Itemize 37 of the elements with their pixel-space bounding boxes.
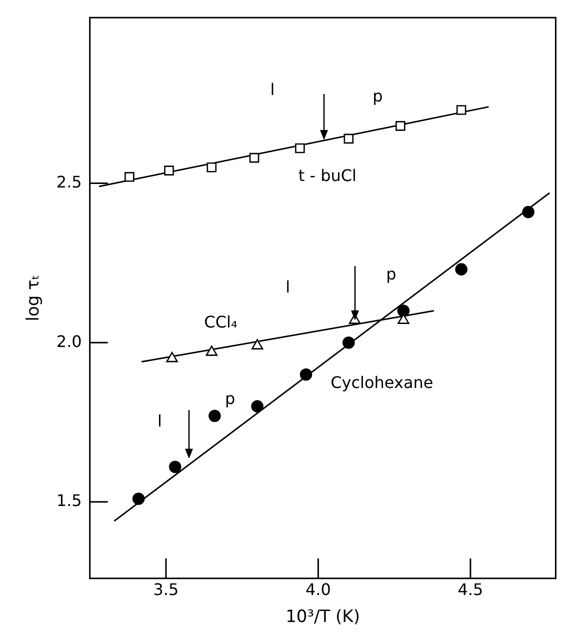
x-tick-label: 4.5 <box>458 580 484 600</box>
x-tick-label: 4.0 <box>305 580 331 600</box>
series-label: t - buCl <box>298 166 356 186</box>
point <box>396 121 406 131</box>
point <box>168 460 182 474</box>
y-axis-title: log τₜ <box>24 274 44 322</box>
point <box>251 339 264 350</box>
point <box>344 134 354 144</box>
point <box>455 263 468 276</box>
y-tick-label: 1.5 <box>56 491 82 510</box>
point <box>166 352 178 362</box>
point <box>456 105 466 115</box>
annotation: l <box>286 278 290 297</box>
annotation: p <box>372 86 383 106</box>
point <box>295 143 305 154</box>
point <box>206 346 218 356</box>
y-tick-label: 2.0 <box>56 332 82 351</box>
point <box>300 368 312 381</box>
x-axis-title: 10³/T (K) <box>286 607 360 628</box>
annotation: l <box>270 80 275 100</box>
series-label: Cyclohexane <box>330 372 434 392</box>
point <box>164 166 174 176</box>
x-tick-label: 3.5 <box>153 580 179 600</box>
point <box>522 206 534 218</box>
point <box>132 492 145 505</box>
annotation: p <box>224 389 236 408</box>
point <box>206 162 217 172</box>
series-label: CCl₄ <box>204 312 238 332</box>
point <box>124 172 134 182</box>
y-tick-label: 2.5 <box>56 172 82 192</box>
point <box>397 304 410 317</box>
point <box>208 410 221 422</box>
annotation: p <box>386 264 396 284</box>
point <box>249 152 260 163</box>
annotation: l <box>157 412 162 431</box>
point <box>251 400 264 412</box>
point <box>342 336 355 349</box>
